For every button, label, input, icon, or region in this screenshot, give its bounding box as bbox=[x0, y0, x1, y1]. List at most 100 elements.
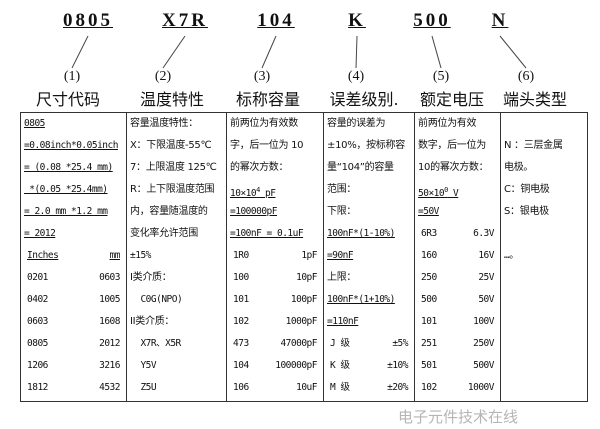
code-cell: 100 bbox=[233, 272, 249, 283]
table-row: 10×104 pF bbox=[227, 179, 323, 201]
watermark: 电子元件技术在线 bbox=[398, 408, 519, 426]
table-row: I类介质： bbox=[127, 267, 226, 289]
cell-text: 容量的误差为 bbox=[327, 118, 386, 129]
table-row: 106 10uF bbox=[227, 377, 323, 399]
index-label-1: (1) bbox=[63, 69, 81, 84]
index-label-4: (4) bbox=[347, 69, 365, 84]
cell-text: S：银电极 bbox=[504, 206, 549, 217]
code-cell: 101 bbox=[421, 316, 437, 327]
cell-text: = 2012 bbox=[24, 228, 56, 239]
table-row: 上限： bbox=[324, 267, 414, 289]
code-cell: 102 bbox=[421, 382, 437, 393]
cell-text: …。 bbox=[504, 250, 519, 261]
table-row: Z5U bbox=[127, 377, 226, 399]
cell-text: C：铜电极 bbox=[504, 184, 550, 195]
table-row: 变化率允许范围 bbox=[127, 223, 226, 245]
code-cell: 0805 bbox=[27, 338, 48, 349]
value-cell: 3216 bbox=[99, 360, 120, 371]
table-row: C：铜电极 bbox=[501, 179, 589, 201]
cell-text: Z5U bbox=[130, 382, 157, 393]
value-cell: 100V bbox=[473, 316, 494, 327]
cell-text: 7：上限温度 125℃ bbox=[130, 162, 217, 173]
code-cell: 251 bbox=[421, 338, 437, 349]
cell-text: 变化率允许范围 bbox=[130, 228, 198, 239]
value-cell: 1000pF bbox=[285, 316, 318, 327]
value-cell: 47000pF bbox=[280, 338, 317, 349]
cell-text: 内，容量随温度的 bbox=[130, 206, 208, 217]
cell-text: 100nF*(1-10%) bbox=[327, 228, 395, 239]
code-cell: 0201 bbox=[27, 272, 48, 283]
code-label-6: N bbox=[491, 10, 509, 31]
table-row: 1812 4532 bbox=[21, 377, 126, 399]
table-row: Inches mm bbox=[21, 245, 126, 267]
table-row: 字，后一位为 10 bbox=[227, 135, 323, 157]
cell-text: 范围： bbox=[327, 184, 357, 195]
table-row: X：下限温度-55℃ bbox=[127, 135, 226, 157]
value-cell: 1005 bbox=[99, 294, 120, 305]
connector-line-1 bbox=[71, 35, 89, 69]
table-row: K 级 ±10% bbox=[324, 355, 414, 377]
table-row: =90nF bbox=[324, 245, 414, 267]
table-row: =100nF = 0.1uF bbox=[227, 223, 323, 245]
code-label-5: 500 bbox=[413, 10, 451, 31]
cell-text: N ：三层金属 bbox=[504, 140, 563, 151]
table-row: 1R0 1pF bbox=[227, 245, 323, 267]
value-cell: 10pF bbox=[296, 272, 317, 283]
table-row: 0402 1005 bbox=[21, 289, 126, 311]
table-row: 0603 1608 bbox=[21, 311, 126, 333]
field-title-6: 端头类型 bbox=[502, 90, 568, 109]
table-row: 0201 0603 bbox=[21, 267, 126, 289]
code-label-1: 0805 bbox=[63, 10, 113, 31]
table-row: =0.08inch*0.05inch bbox=[21, 135, 126, 157]
cell-text: 量“104”的容量 bbox=[327, 162, 394, 173]
table-row: ±15% bbox=[127, 245, 226, 267]
code-cell: 1206 bbox=[27, 360, 48, 371]
code-cell: J 级 bbox=[330, 338, 350, 349]
table-row: …。 bbox=[501, 245, 589, 267]
cell-text: =110nF bbox=[327, 316, 359, 327]
code-cell: M 级 bbox=[330, 382, 350, 393]
table-row: 100nF*(1-10%) bbox=[324, 223, 414, 245]
field-title-1: 尺寸代码 bbox=[35, 90, 101, 109]
table-row: 电极。 bbox=[501, 157, 589, 179]
code-cell: 6R3 bbox=[421, 228, 437, 239]
cell-text: = 2.0 mm *1.2 mm bbox=[24, 206, 108, 217]
connector-lines bbox=[71, 35, 527, 69]
cell-text: 10的幂次方数： bbox=[418, 162, 489, 173]
connector-line-5 bbox=[431, 35, 442, 69]
code-label-3: 104 bbox=[257, 10, 295, 31]
cell-text: *(0.05 *25.4mm) bbox=[24, 184, 108, 195]
value-cell: ±5% bbox=[392, 338, 408, 349]
field-title-5: 额定电压 bbox=[419, 90, 485, 109]
table-row: 范围： bbox=[324, 179, 414, 201]
table-row: X7R、X5R bbox=[127, 333, 226, 355]
value-cell: 1608 bbox=[99, 316, 120, 327]
table-row: =110nF bbox=[324, 311, 414, 333]
cell-text: 0805 bbox=[24, 118, 45, 129]
table-row: =100000pF bbox=[227, 201, 323, 223]
cell-text: II类介质： bbox=[130, 316, 175, 327]
table-row: 6R3 6.3V bbox=[415, 223, 500, 245]
table-column-2: 容量温度特性： X：下限温度-55℃ 7：上限温度 125℃ R：上下限温度范围 内，容… bbox=[126, 113, 226, 401]
value-cell: 6.3V bbox=[473, 228, 494, 239]
table-row: II类介质： bbox=[127, 311, 226, 333]
connector-line-6 bbox=[499, 35, 527, 69]
value-cell: 2012 bbox=[99, 338, 120, 349]
cell-text: 前两位为有效 bbox=[418, 118, 477, 129]
cell-text: =50V bbox=[418, 206, 439, 217]
value-cell: 10uF bbox=[296, 382, 317, 393]
cell-text: R：上下限温度范围 bbox=[130, 184, 215, 195]
value-cell: 1pF bbox=[301, 250, 317, 261]
cell-text: ±10%，按标称容 bbox=[327, 140, 405, 151]
value-cell: 100pF bbox=[290, 294, 318, 305]
code-cell: 473 bbox=[233, 338, 249, 349]
code-cell: 101 bbox=[233, 294, 249, 305]
table-row: 251 250V bbox=[415, 333, 500, 355]
cell-text: 容量温度特性： bbox=[130, 118, 198, 129]
value-cell: 4532 bbox=[99, 382, 120, 393]
code-cell: 0402 bbox=[27, 294, 48, 305]
table-row: 100 10pF bbox=[227, 267, 323, 289]
code-cell: 106 bbox=[233, 382, 249, 393]
table-row: 101 100V bbox=[415, 311, 500, 333]
